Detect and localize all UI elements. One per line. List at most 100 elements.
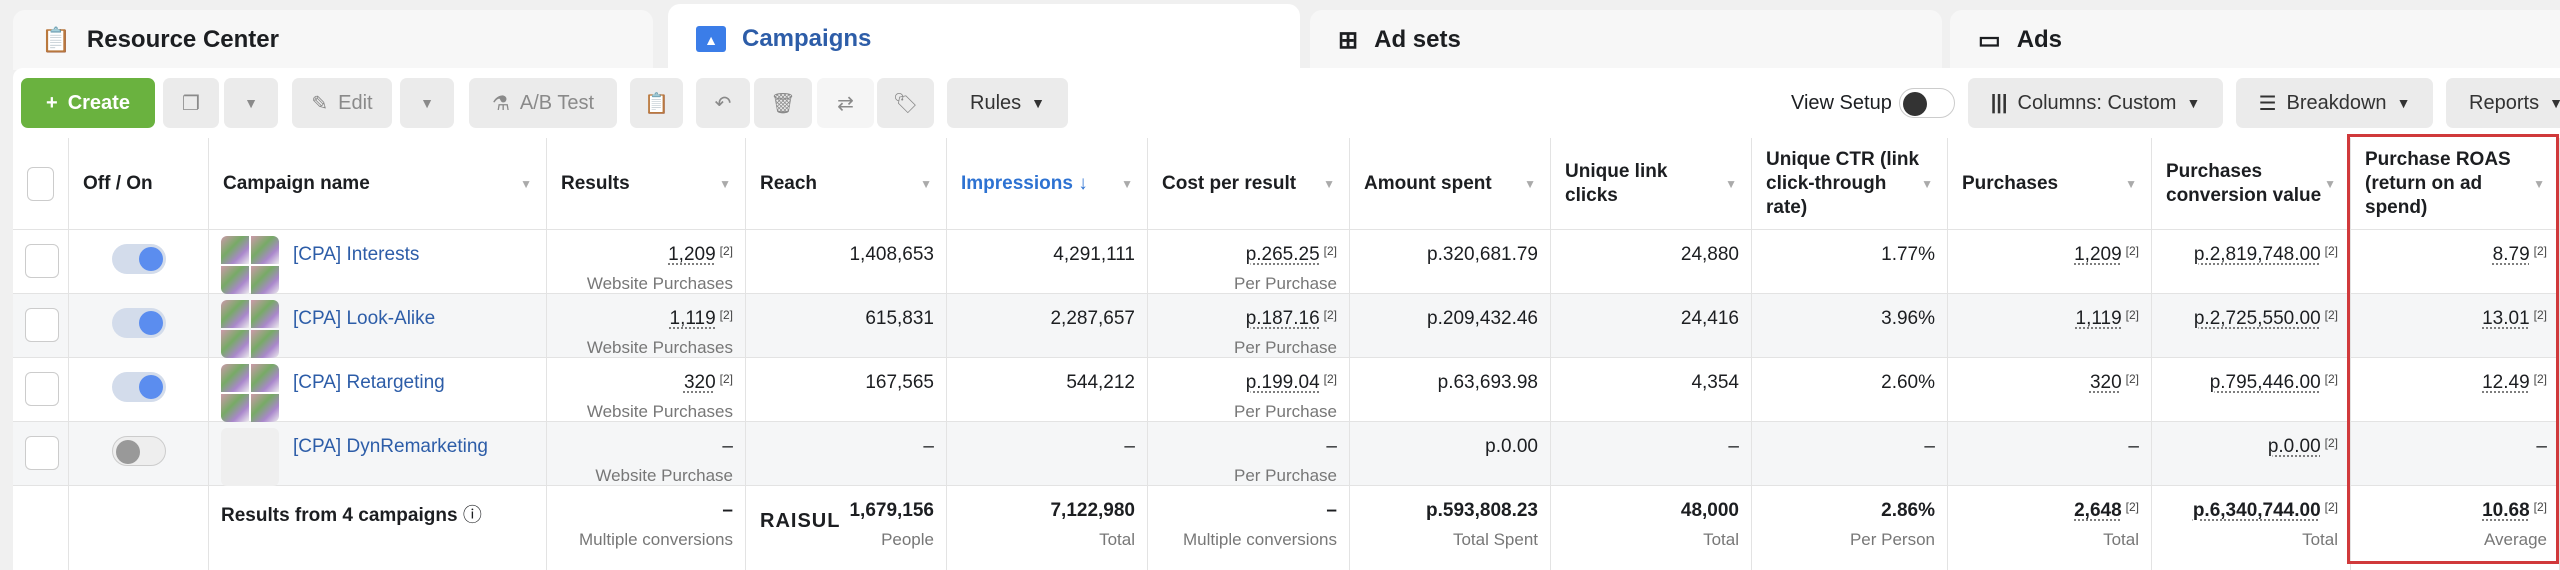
sub-label: Per Person <box>1849 530 1935 549</box>
value: 7,122,980 <box>1050 500 1135 521</box>
breakdown-button[interactable]: ☰ Breakdown ▼ <box>2236 78 2433 128</box>
column-menu-icon[interactable]: ▼ <box>920 176 932 191</box>
column-menu-icon[interactable]: ▼ <box>2324 176 2336 191</box>
column-header[interactable]: Cost per result ▼ <box>1148 138 1350 229</box>
toggle-cell[interactable] <box>69 230 209 293</box>
checkbox-cell[interactable] <box>13 294 69 357</box>
column-label: Unique link clicks <box>1565 160 1668 206</box>
campaign-name-link[interactable]: [CPA] Interests <box>293 244 420 265</box>
value: 3.96% <box>1881 308 1935 329</box>
column-menu-icon[interactable]: ▼ <box>2125 176 2137 191</box>
ab-test-button[interactable]: ⚗ A/B Test <box>469 78 617 128</box>
toggle-cell[interactable] <box>69 294 209 357</box>
column-header[interactable]: Results ▼ <box>547 138 746 229</box>
checkbox-cell[interactable] <box>13 422 69 485</box>
column-menu-icon[interactable]: ▼ <box>1121 176 1133 191</box>
create-button[interactable]: + Create <box>21 78 155 128</box>
sub-label: Per Purchase <box>1234 274 1337 293</box>
campaign-name-cell[interactable]: [CPA] Retargeting <box>209 358 547 422</box>
info-icon[interactable]: ⓘ <box>462 505 482 526</box>
duplicate-dropdown[interactable]: ▼ <box>224 78 278 128</box>
campaign-name-cell[interactable]: [CPA] Look-Alike <box>209 294 547 358</box>
campaign-toggle[interactable] <box>111 244 166 274</box>
column-header[interactable]: Purchases ▼ <box>1948 138 2152 229</box>
column-header[interactable]: Amount spent ▼ <box>1350 138 1551 229</box>
edit-button[interactable]: ✎ Edit <box>292 78 392 128</box>
value: – <box>1728 436 1739 457</box>
column-label: Unique CTR (link click-through rate) <box>1766 148 1920 218</box>
sub-label: Website Purchases <box>586 338 733 357</box>
row-checkbox[interactable] <box>25 244 59 278</box>
header-checkbox[interactable] <box>13 138 69 229</box>
campaign-toggle[interactable] <box>111 308 166 338</box>
duplicate-button[interactable]: ❐ <box>163 78 219 128</box>
delete-button[interactable]: 🗑 <box>754 78 812 128</box>
campaign-thumbnail <box>221 236 279 294</box>
clicks-cell: – <box>1551 422 1752 485</box>
column-header[interactable]: Unique CTR (link click-through rate) ▼ <box>1752 138 1948 229</box>
checkbox-cell[interactable] <box>13 230 69 293</box>
column-menu-icon[interactable]: ▼ <box>719 176 731 191</box>
column-header[interactable]: Reach ▼ <box>746 138 947 229</box>
total-purchases-cell: 2,648 [2] Total <box>1948 486 2152 570</box>
ctr-cell: – <box>1752 422 1948 485</box>
column-header[interactable]: Impressions ↓ ▼ <box>947 138 1148 229</box>
footnote: [2] <box>2533 372 2547 386</box>
select-all-checkbox[interactable] <box>27 166 54 201</box>
value: 2,287,657 <box>1050 308 1135 329</box>
value: 4,291,111 <box>1053 244 1135 265</box>
tab-campaigns[interactable]: ▲ Campaigns <box>668 4 1300 74</box>
tab-ads[interactable]: ▭ Ads <box>1950 10 2560 70</box>
folder-icon: ▲ <box>696 26 726 52</box>
view-setup-toggle[interactable] <box>1899 88 1955 118</box>
undo-button[interactable]: ↶ <box>696 78 750 128</box>
checkbox-cell[interactable] <box>13 358 69 421</box>
toggle-cell[interactable] <box>69 358 209 421</box>
reach-cell: – <box>746 422 947 485</box>
campaign-toggle[interactable] <box>111 372 166 402</box>
sub-label: Per Purchase <box>1234 402 1337 421</box>
row-checkbox[interactable] <box>25 372 59 406</box>
campaign-name-cell[interactable]: [CPA] Interests <box>209 230 547 294</box>
value: p.6,340,744.00 <box>2192 500 2321 521</box>
column-header[interactable]: Unique link clicks ▼ <box>1551 138 1752 229</box>
column-menu-icon[interactable]: ▼ <box>520 176 532 191</box>
clipboard-button[interactable]: 📋 <box>630 78 683 128</box>
column-header[interactable]: Purchases conversion value ▼ <box>2152 138 2351 229</box>
column-header[interactable]: Off / On <box>69 138 209 229</box>
column-menu-icon[interactable]: ▼ <box>1323 176 1335 191</box>
total-value-cell: p.6,340,744.00 [2] Total <box>2152 486 2351 570</box>
value: 48,000 <box>1680 500 1739 521</box>
toggle-cell[interactable] <box>69 422 209 485</box>
campaign-name-link[interactable]: [CPA] Look-Alike <box>293 308 436 329</box>
campaign-name-link[interactable]: [CPA] Retargeting <box>293 372 445 393</box>
sub-label: Multiple conversions <box>578 530 733 549</box>
campaign-name-cell[interactable]: [CPA] DynRemarketing <box>209 422 547 486</box>
column-menu-icon[interactable]: ▼ <box>1524 176 1536 191</box>
value: p.187.16 <box>1245 308 1320 329</box>
columns-button[interactable]: ||| Columns: Custom ▼ <box>1968 78 2223 128</box>
campaign-toggle[interactable] <box>111 436 166 466</box>
cpr-cell: p.187.16 [2] Per Purchase <box>1148 294 1350 357</box>
export-button[interactable]: ⇄ <box>817 78 874 128</box>
reports-button[interactable]: Reports ▼ <box>2446 78 2560 128</box>
column-menu-icon[interactable]: ▼ <box>1725 176 1737 191</box>
tag-button[interactable]: 🏷 <box>877 78 934 128</box>
tab-resource-center[interactable]: 📋 Resource Center <box>13 10 653 70</box>
value: p.795,446.00 <box>2209 372 2321 393</box>
campaign-name-link[interactable]: [CPA] DynRemarketing <box>293 436 488 457</box>
column-menu-icon[interactable]: ▼ <box>1921 176 1933 191</box>
footnote: [2] <box>719 372 733 386</box>
row-checkbox[interactable] <box>25 436 59 470</box>
column-header[interactable]: Purchase ROAS (return on ad spend) ▼ <box>2351 138 2560 229</box>
ctr-cell: 3.96% <box>1752 294 1948 357</box>
pencil-icon: ✎ <box>311 92 329 115</box>
column-menu-icon[interactable]: ▼ <box>2533 176 2545 191</box>
footnote: [2] <box>719 308 733 322</box>
rules-button[interactable]: Rules ▼ <box>947 78 1068 128</box>
tab-ad-sets[interactable]: ⊞ Ad sets <box>1310 10 1942 70</box>
row-checkbox[interactable] <box>25 308 59 342</box>
column-header[interactable]: Campaign name ▼ <box>209 138 547 229</box>
footnote: [2] <box>2324 436 2338 450</box>
edit-dropdown[interactable]: ▼ <box>400 78 454 128</box>
